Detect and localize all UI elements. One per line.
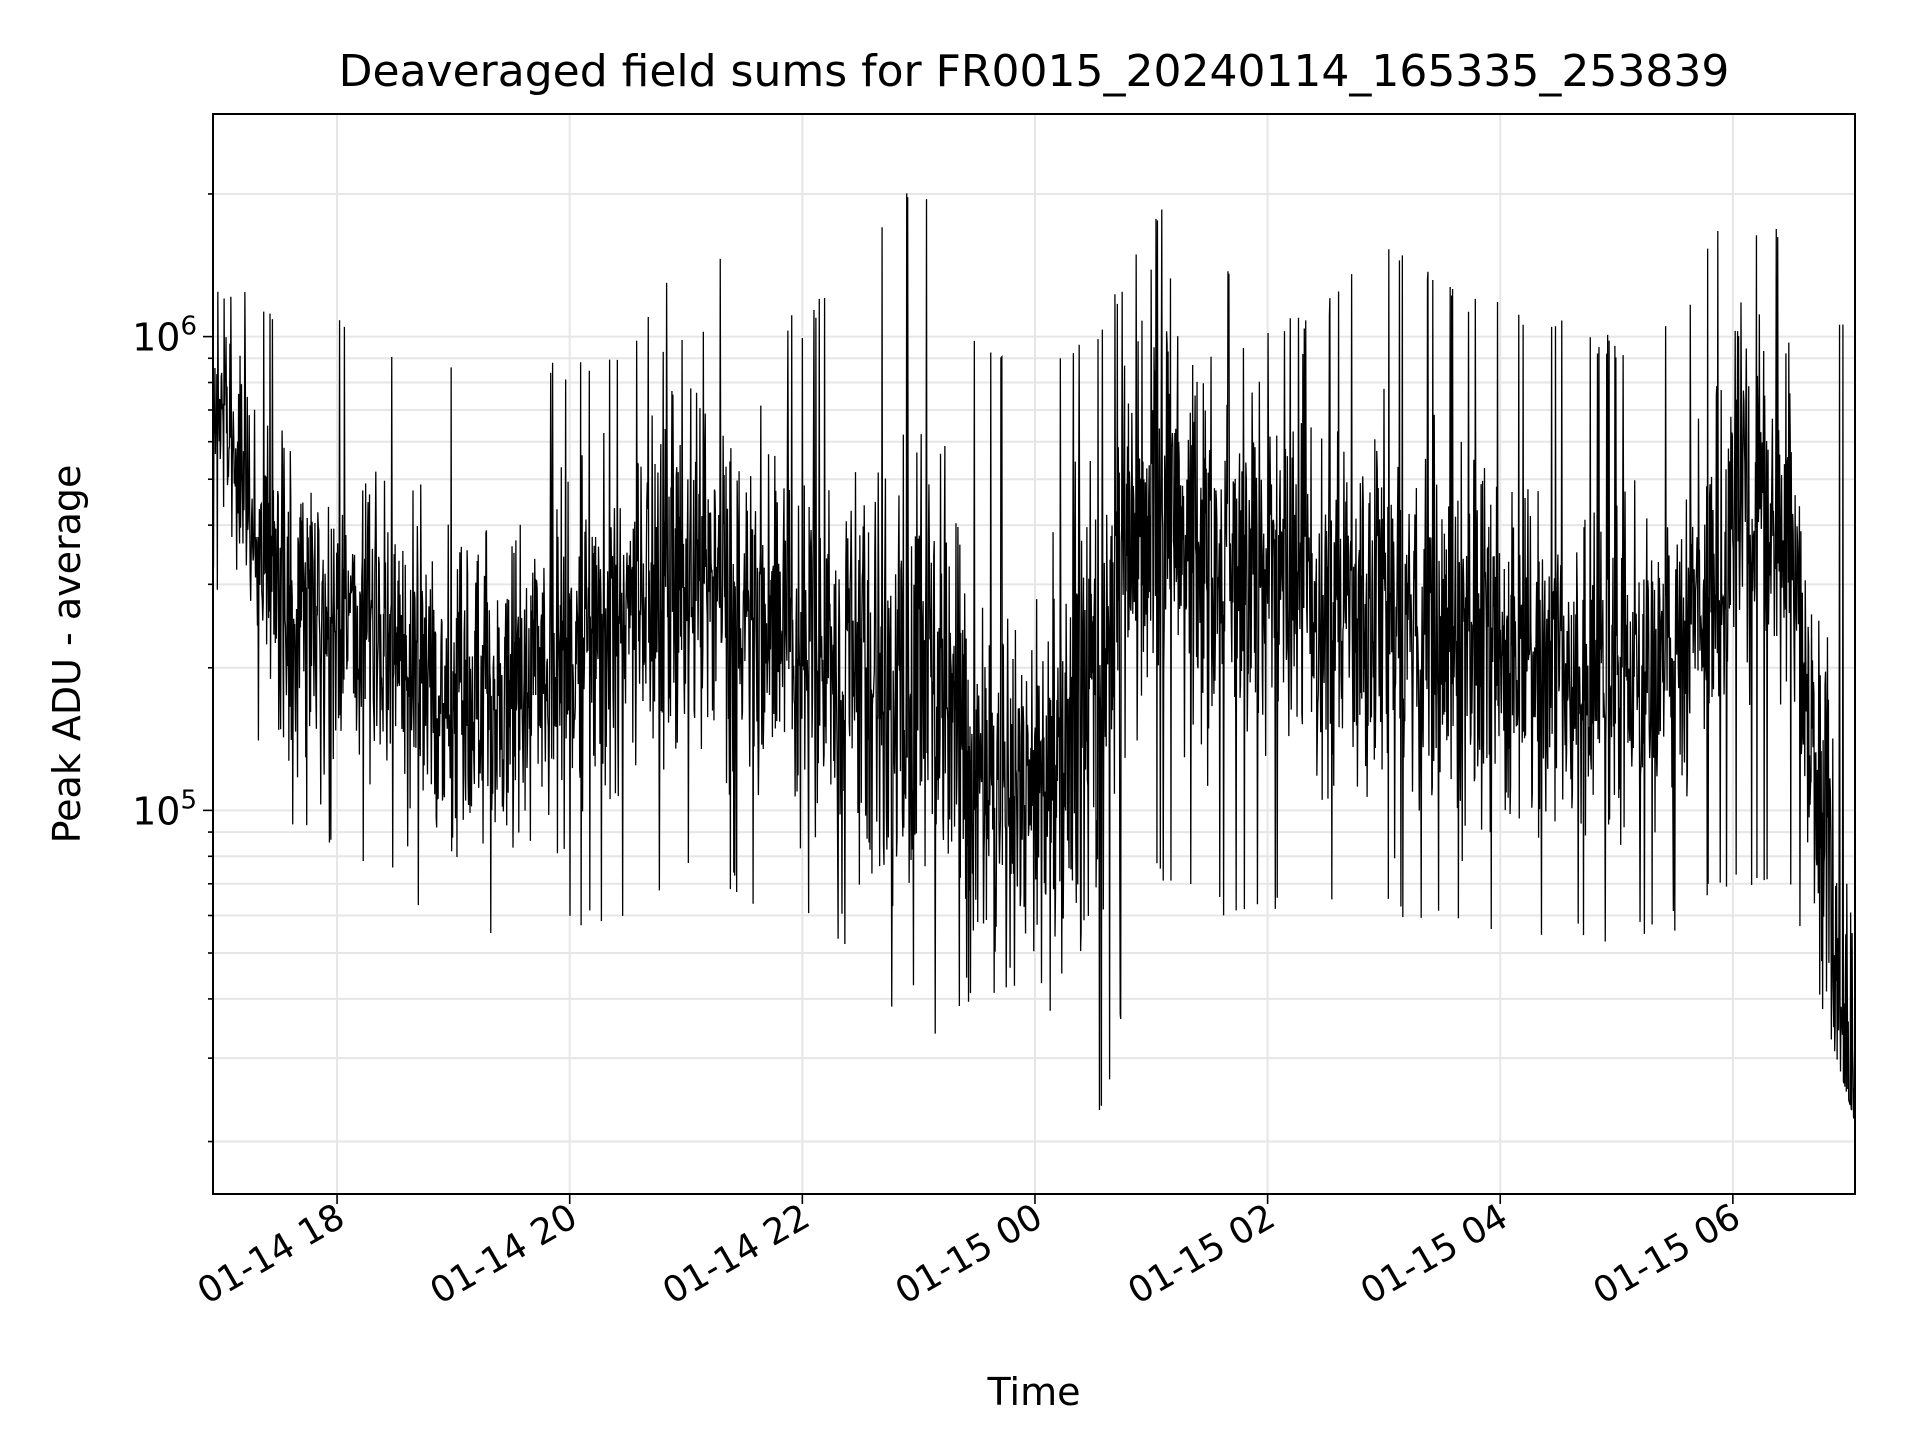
plot-area [212, 193, 1856, 1122]
chart-title: Deaveraged field sums for FR0015_2024011… [339, 46, 1730, 97]
x-axis-label: Time [987, 1370, 1081, 1414]
y-axis-label: Peak ADU - average [45, 465, 89, 844]
series-line [212, 193, 1856, 1122]
plot-frame [212, 113, 1856, 1195]
